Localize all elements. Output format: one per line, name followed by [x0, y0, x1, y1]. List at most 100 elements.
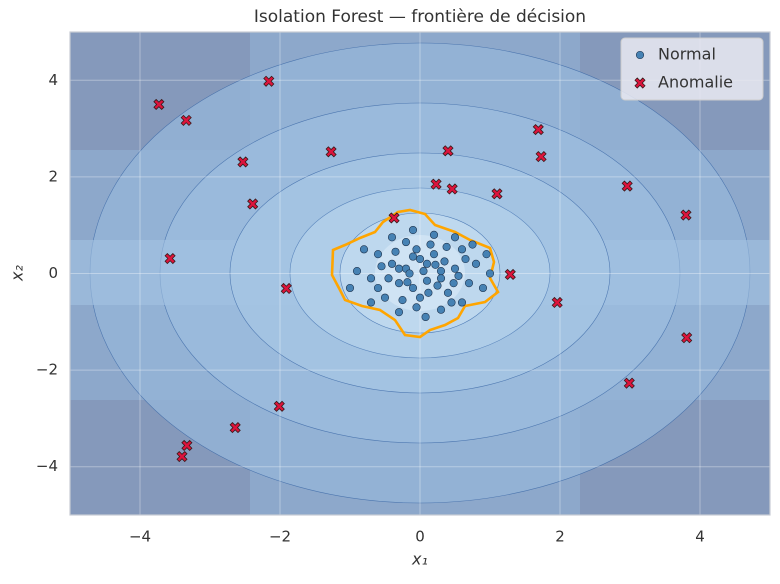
anomaly-point [535, 151, 547, 163]
normal-point [415, 293, 425, 302]
normal-point [450, 233, 460, 242]
y-tick-label: 0 [48, 264, 58, 282]
anomaly-point [280, 282, 292, 295]
normal-point [443, 288, 453, 297]
anomaly-point [164, 252, 176, 265]
normal-point [485, 269, 495, 278]
anomaly-point [680, 209, 692, 221]
normal-point [394, 308, 404, 317]
normal-point [422, 276, 432, 285]
x-tick-label: −4 [129, 528, 151, 546]
normal-point [429, 230, 439, 239]
normal-point [373, 250, 383, 259]
normal-point [436, 267, 446, 276]
anomaly-point [446, 183, 458, 195]
anomaly-point [229, 422, 241, 434]
y-axis-label: x₂ [8, 264, 27, 281]
normal-point [359, 245, 369, 254]
normal-point [447, 298, 456, 307]
x-axis-label: x₁ [411, 550, 428, 569]
anomaly-point [181, 439, 193, 452]
normal-point [464, 279, 474, 288]
decision-background [70, 32, 770, 515]
legend-box [620, 37, 764, 101]
anomaly-point [325, 146, 337, 158]
normal-point [461, 254, 470, 264]
plot-frame [69, 31, 771, 516]
normal-point [442, 242, 451, 251]
normal-point [436, 274, 446, 283]
normal-point [345, 283, 355, 293]
normal-point [419, 267, 428, 276]
normal-point [366, 298, 376, 307]
x-tick-label: −2 [269, 528, 291, 546]
normal-point [426, 240, 435, 249]
legend-label: Normal [658, 45, 716, 64]
normal-point [433, 281, 442, 290]
normal-point [424, 288, 433, 297]
normal-point [384, 274, 393, 283]
anomaly-point [430, 178, 442, 190]
anomaly-point [247, 198, 259, 210]
anomaly-point [681, 332, 693, 344]
normal-point [440, 257, 449, 266]
points [153, 75, 693, 463]
anomaly-point [504, 268, 516, 281]
normal-point [412, 245, 421, 254]
anomaly-point [532, 124, 544, 136]
anomaly-point [153, 98, 165, 111]
normal-point [380, 293, 390, 302]
grid [70, 32, 770, 515]
anomaly-point [551, 296, 563, 309]
x-tick-label: 2 [555, 528, 565, 546]
normal-point [387, 259, 397, 268]
anomaly-point [263, 75, 275, 87]
normal-point [436, 305, 446, 314]
normal-point [405, 269, 414, 278]
legend-marker [634, 77, 646, 89]
y-tick-label: −2 [36, 361, 58, 379]
normal-point [449, 279, 458, 288]
normal-point [366, 274, 376, 283]
normal-point [482, 250, 491, 259]
y-tick-label: −4 [36, 457, 58, 475]
normal-point [377, 262, 386, 271]
anomaly-point [491, 188, 503, 200]
anomaly-point [442, 145, 454, 157]
normal-point [478, 283, 488, 293]
normal-point [457, 245, 467, 254]
anomaly-point [237, 156, 249, 168]
x-tick-label: 4 [695, 528, 705, 546]
legend-marker [635, 50, 645, 60]
anomaly-point [388, 212, 400, 224]
normal-point [422, 259, 432, 268]
normal-point [398, 296, 407, 305]
anomaly-point [176, 450, 188, 463]
anomaly-point [273, 400, 285, 412]
normal-point [415, 254, 425, 264]
normal-point [408, 252, 418, 261]
anomaly-point [623, 377, 635, 389]
legend: Normal Anomalie [620, 37, 764, 101]
normal-point [431, 260, 440, 269]
normal-point [403, 278, 412, 287]
normal-point [394, 264, 404, 273]
normal-point [471, 259, 481, 268]
anomaly-point [621, 180, 633, 192]
normal-point [391, 247, 400, 256]
normal-point [387, 233, 397, 242]
normal-point [373, 283, 383, 293]
normal-point [352, 267, 362, 276]
normal-point [454, 271, 463, 280]
normal-point [429, 250, 439, 259]
normal-point [421, 312, 430, 322]
normal-point [394, 279, 404, 288]
anomaly-point [180, 114, 192, 126]
y-tick-label: 4 [48, 71, 58, 89]
legend-label: Anomalie [658, 73, 733, 92]
normal-point [450, 264, 460, 273]
chart-title: Isolation Forest — frontière de décision [254, 7, 586, 27]
normal-point [408, 225, 418, 235]
normal-point [468, 240, 477, 249]
